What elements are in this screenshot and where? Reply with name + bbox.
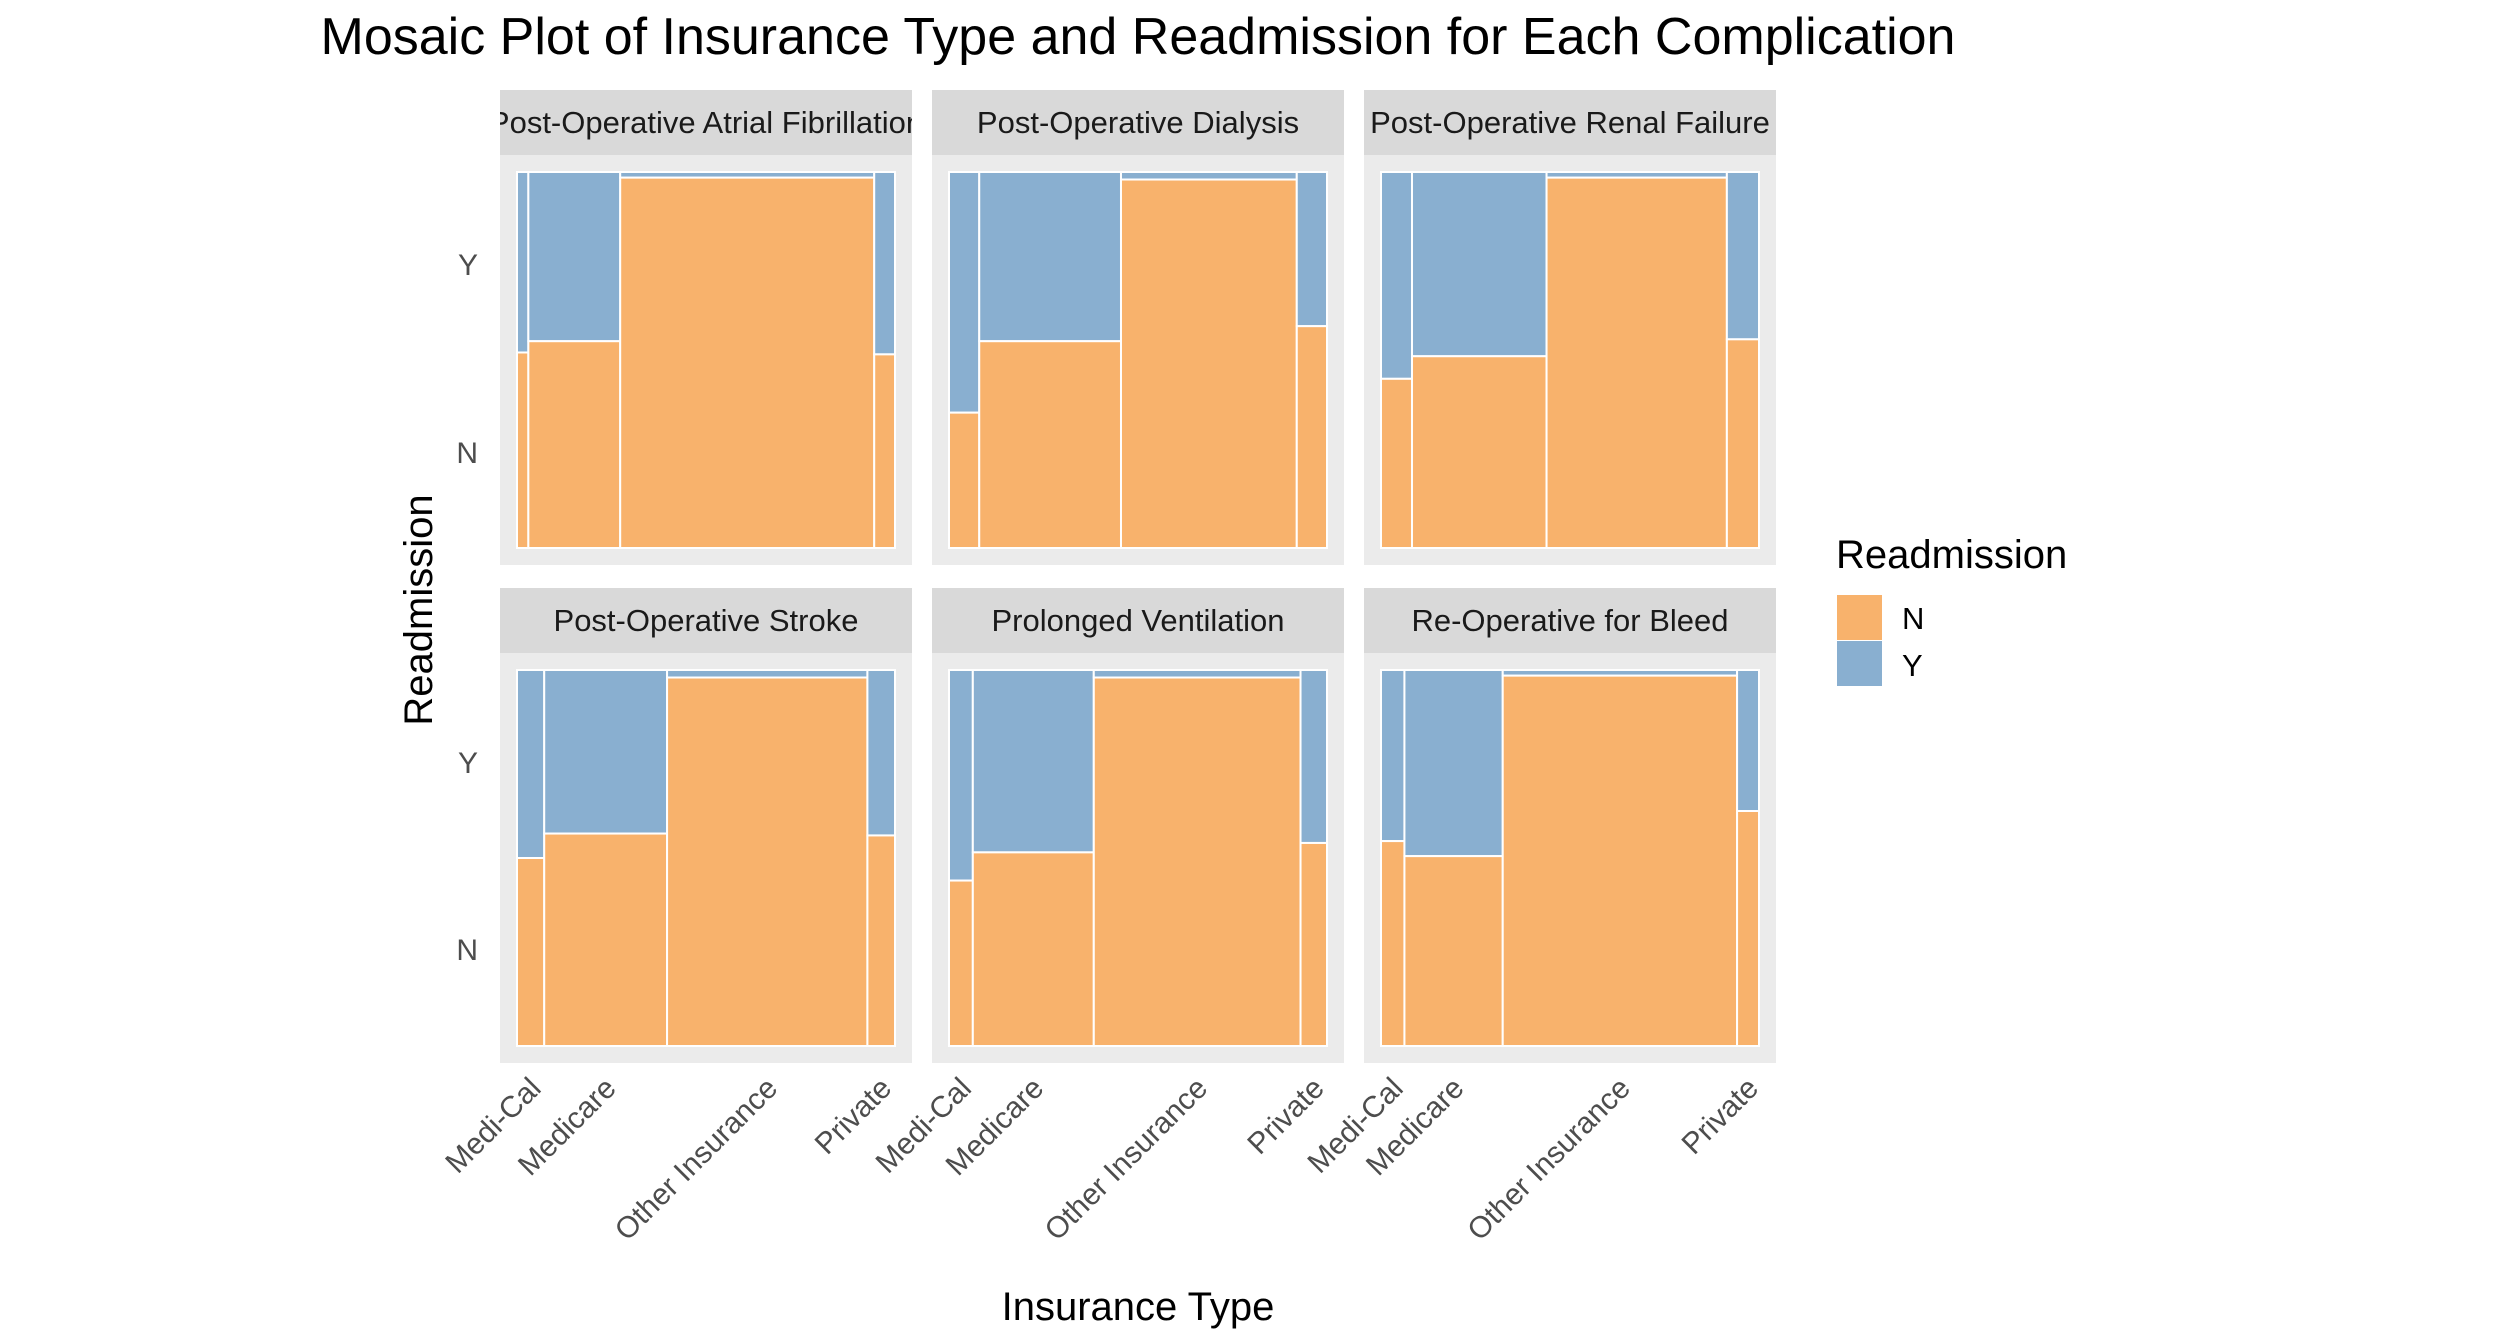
strip-background <box>1364 90 1776 155</box>
mosaic-tiles <box>1380 669 1761 1048</box>
y-axis-title: Readmission <box>397 494 441 725</box>
tile-medicare-y <box>527 171 622 343</box>
strip-label: Post-Operative Atrial Fibrillation <box>489 105 923 140</box>
tile-other-insurance-n <box>666 676 869 1048</box>
tile-medi-cal-n <box>516 857 546 1047</box>
tile-other-insurance-n <box>1119 178 1298 550</box>
tile-private-y <box>1736 669 1761 812</box>
tile-private-n <box>1725 338 1760 549</box>
legend-label-n: N <box>1902 601 1924 636</box>
mosaic-tiles <box>948 669 1329 1048</box>
tile-other-insurance-y <box>666 669 869 679</box>
strip-label: Re-Operative for Bleed <box>1411 603 1728 638</box>
y-tick-label-n-top: N <box>456 437 478 470</box>
tile-medi-cal-n <box>1380 840 1406 1048</box>
mosaic-tiles <box>948 171 1329 550</box>
tile-private-n <box>1299 841 1329 1048</box>
chart-title: Mosaic Plot of Insurance Type and Readmi… <box>321 8 1956 66</box>
strip-background <box>932 90 1344 155</box>
facet-panel-post-operative-atrial-fibrillation: Post-Operative Atrial Fibrillation <box>489 90 923 565</box>
strip-background <box>1364 588 1776 653</box>
x-axis-title: Insurance Type <box>1002 1285 1275 1329</box>
tile-medicare-n <box>1403 855 1504 1047</box>
tile-other-insurance-y <box>1119 171 1298 181</box>
tile-medicare-n <box>1410 355 1548 549</box>
tile-medi-cal-y <box>948 669 974 882</box>
tile-other-insurance-n <box>1501 674 1739 1047</box>
strip-label: Post-Operative Stroke <box>554 603 859 638</box>
tile-private-y <box>1725 171 1760 341</box>
y-tick-label-n-bottom: N <box>456 934 478 967</box>
tile-other-insurance-y <box>1092 669 1302 679</box>
mosaic-tiles <box>516 171 897 550</box>
tile-medicare-y <box>971 669 1095 854</box>
tile-medi-cal-n <box>948 879 974 1047</box>
facet-panel-post-operative-renal-failure: Post-Operative Renal Failure <box>1364 90 1776 565</box>
tile-medi-cal-n <box>1380 377 1413 549</box>
tile-medicare-n <box>971 851 1095 1047</box>
tile-medi-cal-y <box>516 669 546 859</box>
tile-medi-cal-y <box>516 171 530 354</box>
mosaic-tiles <box>1380 171 1760 549</box>
strip-background <box>500 588 912 653</box>
y-tick-label-y-bottom: Y <box>458 747 478 780</box>
strip-label: Post-Operative Dialysis <box>977 105 1299 140</box>
mosaic-tiles <box>516 669 897 1048</box>
legend: Readmission N Y <box>1836 533 2067 686</box>
tile-medicare-n <box>543 832 669 1047</box>
x-tick-label-other-insurance: Other Insurance <box>609 1072 784 1247</box>
facet-panel-post-operative-dialysis: Post-Operative Dialysis <box>932 90 1344 565</box>
tile-medicare-n <box>978 340 1122 550</box>
facet-panel-re-operative-for-bleed: Re-Operative for Bleed <box>1364 588 1776 1063</box>
x-tick-label-private: Private <box>1676 1072 1765 1161</box>
tile-other-insurance-n <box>1545 176 1728 549</box>
x-tick-label-other-insurance: Other Insurance <box>1039 1072 1214 1247</box>
y-tick-label-y-top: Y <box>458 249 478 282</box>
tile-medi-cal-y <box>948 171 981 414</box>
tile-medi-cal-y <box>1380 171 1413 380</box>
tile-other-insurance-n <box>1092 676 1302 1048</box>
tile-medi-cal-n <box>948 411 981 550</box>
tile-private-y <box>873 171 897 356</box>
strip-background <box>500 90 912 155</box>
legend-key-n <box>1837 595 1882 640</box>
strip-label: Post-Operative Renal Failure <box>1370 105 1770 140</box>
tile-medicare-y <box>978 171 1122 343</box>
legend-title: Readmission <box>1836 533 2067 577</box>
tile-private-n <box>873 353 897 549</box>
strip-label: Prolonged Ventilation <box>991 603 1284 638</box>
tile-medicare-y <box>1403 669 1504 858</box>
tile-other-insurance-n <box>619 176 876 549</box>
tile-medicare-n <box>527 340 622 550</box>
x-tick-label-other-insurance: Other Insurance <box>1461 1072 1636 1247</box>
tile-medi-cal-n <box>516 351 530 550</box>
legend-label-y: Y <box>1902 648 1923 683</box>
tile-private-y <box>1295 171 1329 328</box>
tile-medi-cal-y <box>1380 669 1406 843</box>
tile-medicare-y <box>1410 171 1548 358</box>
tile-medicare-y <box>543 669 669 835</box>
facet-panel-prolonged-ventilation: Prolonged Ventilation <box>932 588 1344 1063</box>
tile-private-y <box>1299 669 1329 844</box>
tile-private-n <box>1736 810 1761 1047</box>
tile-private-n <box>1295 325 1329 549</box>
legend-key-y <box>1837 641 1882 686</box>
tile-private-n <box>866 834 897 1047</box>
strip-background <box>932 588 1344 653</box>
facet-panel-post-operative-stroke: Post-Operative Stroke <box>500 588 912 1063</box>
tile-private-y <box>866 669 897 837</box>
